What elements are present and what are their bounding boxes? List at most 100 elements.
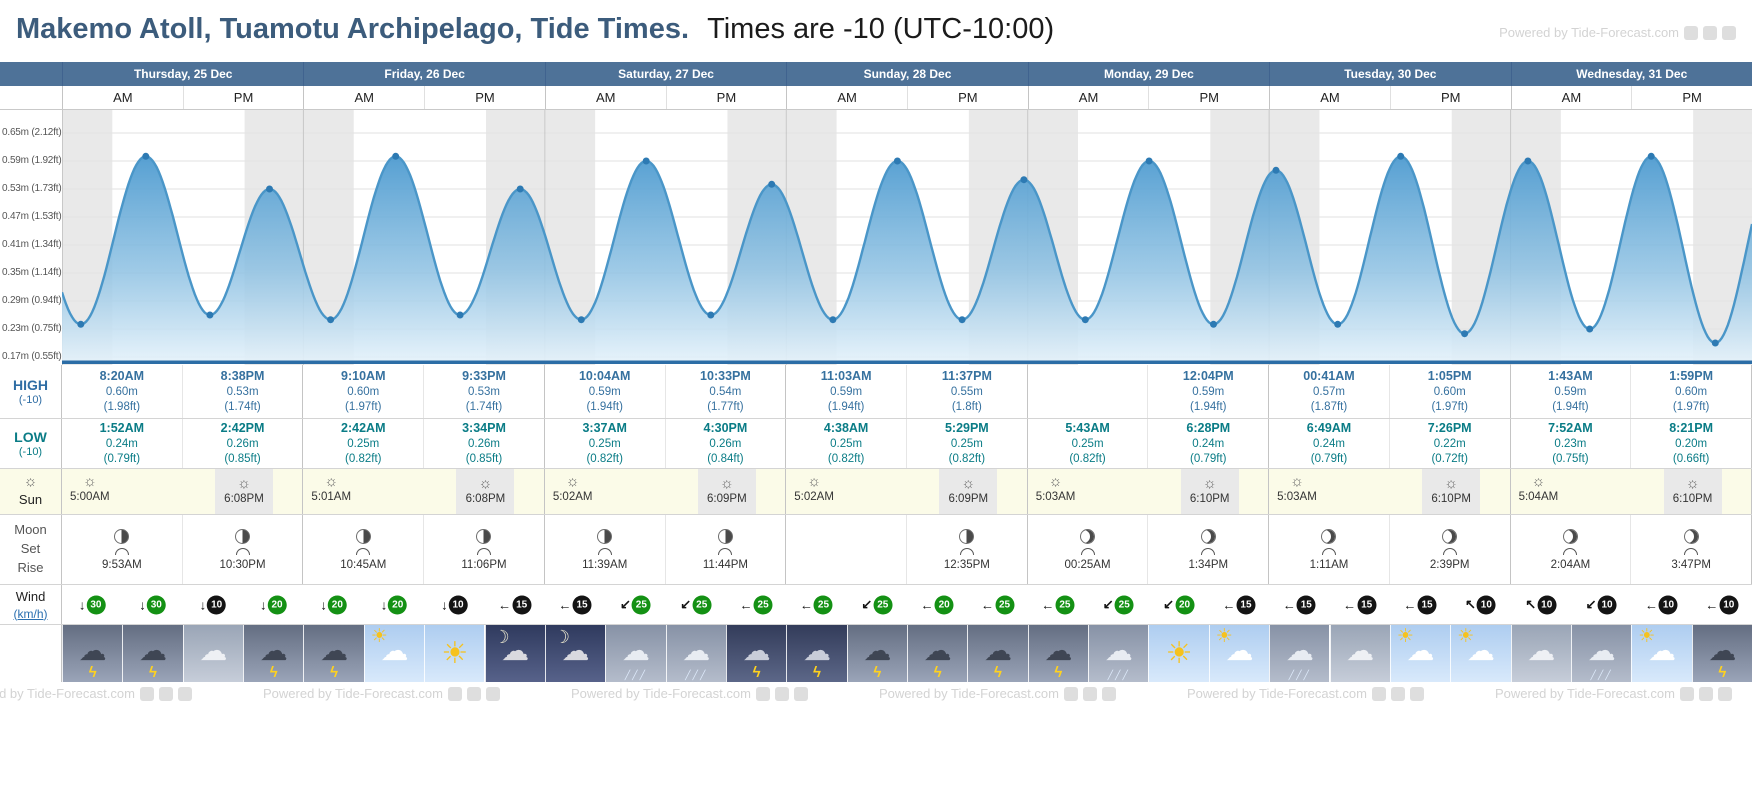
watermark-link[interactable]: Powered by Tide-Forecast.com — [1499, 25, 1679, 40]
wind-badge: ← 15 — [559, 595, 592, 614]
high-tide-marker — [893, 157, 901, 165]
low-tide-marker — [456, 311, 464, 319]
cloud-icon: ☁ — [621, 635, 650, 667]
sunset-entry: ☼ 6:10PM — [1180, 469, 1239, 514]
ampm-cell: PM — [424, 86, 545, 109]
low-tide-time: 7:26PM — [1427, 421, 1472, 436]
low-tide-cell: 4:30PM 0.26m (0.84ft) — [666, 419, 787, 468]
wind-direction-arrow-icon: ← — [1282, 597, 1296, 612]
sunset-icon: ☼ — [1202, 475, 1217, 493]
watermark-link[interactable]: Powered by Tide-Forecast.com — [263, 686, 443, 701]
watermark-link[interactable]: Powered by Tide-Forecast.com — [0, 686, 135, 701]
location-title: Makemo Atoll, Tuamotu Archipelago, Tide … — [16, 13, 690, 45]
high-tide-cell: 8:20AM 0.60m (1.98ft) — [62, 365, 183, 418]
low-tide-time: 1:52AM — [99, 421, 145, 436]
social-icon[interactable] — [447, 686, 462, 701]
social-icon[interactable] — [774, 686, 789, 701]
wind-badge: ← 25 — [981, 595, 1015, 614]
moonset-icon — [959, 547, 974, 555]
social-icon[interactable] — [1101, 686, 1116, 701]
lightning-icon: ϟ — [752, 664, 761, 681]
social-icon[interactable] — [1698, 686, 1713, 701]
watermark-link[interactable]: Powered by Tide-Forecast.com — [879, 686, 1059, 701]
wind-direction-arrow-icon: ← — [1222, 597, 1236, 612]
sun-row: ☼ Sun ☼ 5:00AM ☼ 6:08PM ☼ 5:01AM ☼ 6:08PM ☼ 5:02AM ☼… — [0, 468, 1752, 514]
weather-tile-thunder: ☁ ϟ — [1027, 625, 1089, 682]
high-tide-marker — [642, 157, 650, 165]
social-icon[interactable] — [793, 686, 808, 701]
row-label-cell: LOW (-10) — [0, 419, 62, 468]
low-tide-entry: 3:37AM 0.25m (0.82ft) — [582, 420, 626, 466]
cloud-icon: ☁ — [923, 635, 952, 667]
wind-badge: ↓ 20 — [381, 595, 408, 614]
wind-direction-arrow-icon: ← — [558, 597, 572, 612]
social-icon[interactable] — [466, 686, 481, 701]
social-icon[interactable] — [139, 686, 154, 701]
high-row-label: HIGH — [13, 377, 48, 394]
social-icon[interactable] — [1679, 686, 1694, 701]
high-tide-height-m: 0.60m — [1433, 385, 1466, 398]
moon-set-time: 9:53AM — [102, 558, 142, 571]
social-icon[interactable] — [1371, 686, 1386, 701]
high-tide-marker — [392, 152, 400, 160]
social-icon[interactable] — [1722, 25, 1736, 40]
sun-icon: ☀ — [1165, 636, 1193, 670]
social-icon[interactable] — [1717, 686, 1732, 701]
wind-speed-value: 30 — [86, 595, 106, 614]
weather-tile-partly: ☀ ☁ — [1631, 625, 1692, 682]
sun-day-cell: ☼ 5:03AM ☼ 6:10PM — [1269, 469, 1511, 514]
sunset-entry: ☼ 6:08PM — [456, 469, 515, 514]
moon-entry: 11:06PM — [461, 528, 507, 571]
social-icon[interactable] — [158, 686, 173, 701]
wind-badge: ↙ 25 — [620, 595, 651, 614]
low-tide-cell: 3:37AM 0.25m (0.82ft) — [545, 419, 666, 468]
moon-phase-icon — [1442, 528, 1458, 544]
high-tide-entry: 11:37PM 0.55m (1.8ft) — [942, 368, 992, 414]
moon-row-label: Set — [20, 541, 41, 557]
low-tide-height-m: 0.26m — [468, 437, 500, 450]
watermark-link[interactable]: Powered by Tide-Forecast.com — [1187, 686, 1367, 701]
low-tide-time: 8:21PM — [1669, 421, 1714, 436]
wind-speed-value: 20 — [267, 595, 287, 614]
y-axis-tick-label: 0.41m (1.34ft) — [2, 239, 62, 250]
cloud-icon: ☁ — [1104, 635, 1133, 667]
weather-tile-partly: ☀ ☁ — [1389, 625, 1451, 682]
low-tide-time: 6:28PM — [1186, 421, 1231, 436]
ampm-cell: PM — [907, 86, 1028, 109]
social-icon[interactable] — [485, 686, 500, 701]
social-icon[interactable] — [1409, 686, 1424, 701]
low-tide-entry: 5:43AM 0.25m (0.82ft) — [1065, 420, 1109, 466]
social-icon[interactable] — [1390, 686, 1405, 701]
high-tide-cell — [1028, 365, 1149, 418]
wind-direction-arrow-icon: ← — [498, 597, 512, 612]
weather-tile-cloud-night: ☽ ☁ — [484, 625, 545, 682]
weather-tile-rain: ☁ ╱╱╱ — [1088, 625, 1149, 682]
sunset-icon: ☼ — [1444, 475, 1459, 493]
low-tide-height-ft: (0.72ft) — [1431, 452, 1468, 465]
wind-direction-arrow-icon: ← — [1343, 597, 1357, 612]
wind-unit-link[interactable]: (km/h) — [13, 606, 48, 621]
low-tide-marker — [577, 316, 585, 324]
low-tide-height-ft: (0.82ft) — [1069, 452, 1106, 465]
low-tide-marker — [77, 320, 85, 328]
social-icon[interactable] — [1684, 25, 1698, 40]
social-icon[interactable] — [177, 686, 192, 701]
wind-speed-value: 25 — [692, 595, 712, 614]
weather-tile-sunny: ☀ — [1148, 625, 1209, 682]
wind-speed-value: 30 — [146, 595, 166, 614]
watermark-link[interactable]: Powered by Tide-Forecast.com — [1495, 686, 1675, 701]
wind-direction-arrow-icon: ↖ — [1525, 596, 1537, 612]
social-icon[interactable] — [1082, 686, 1097, 701]
high-tide-height-ft: (1.97ft) — [345, 400, 382, 413]
social-icon[interactable] — [1063, 686, 1078, 701]
wind-direction-arrow-icon: ← — [799, 597, 813, 612]
sun-icon: ☀ — [1457, 626, 1475, 647]
wind-direction-arrow-icon: ← — [739, 597, 753, 612]
sunrise-time: 5:00AM — [70, 490, 110, 503]
watermark-link[interactable]: Powered by Tide-Forecast.com — [571, 686, 751, 701]
social-icon[interactable] — [755, 686, 770, 701]
social-icon[interactable] — [1703, 25, 1717, 40]
high-tide-marker — [1020, 176, 1028, 184]
moon-cell: 10:45AM — [303, 515, 425, 584]
ampm-cell: AM — [303, 86, 424, 109]
